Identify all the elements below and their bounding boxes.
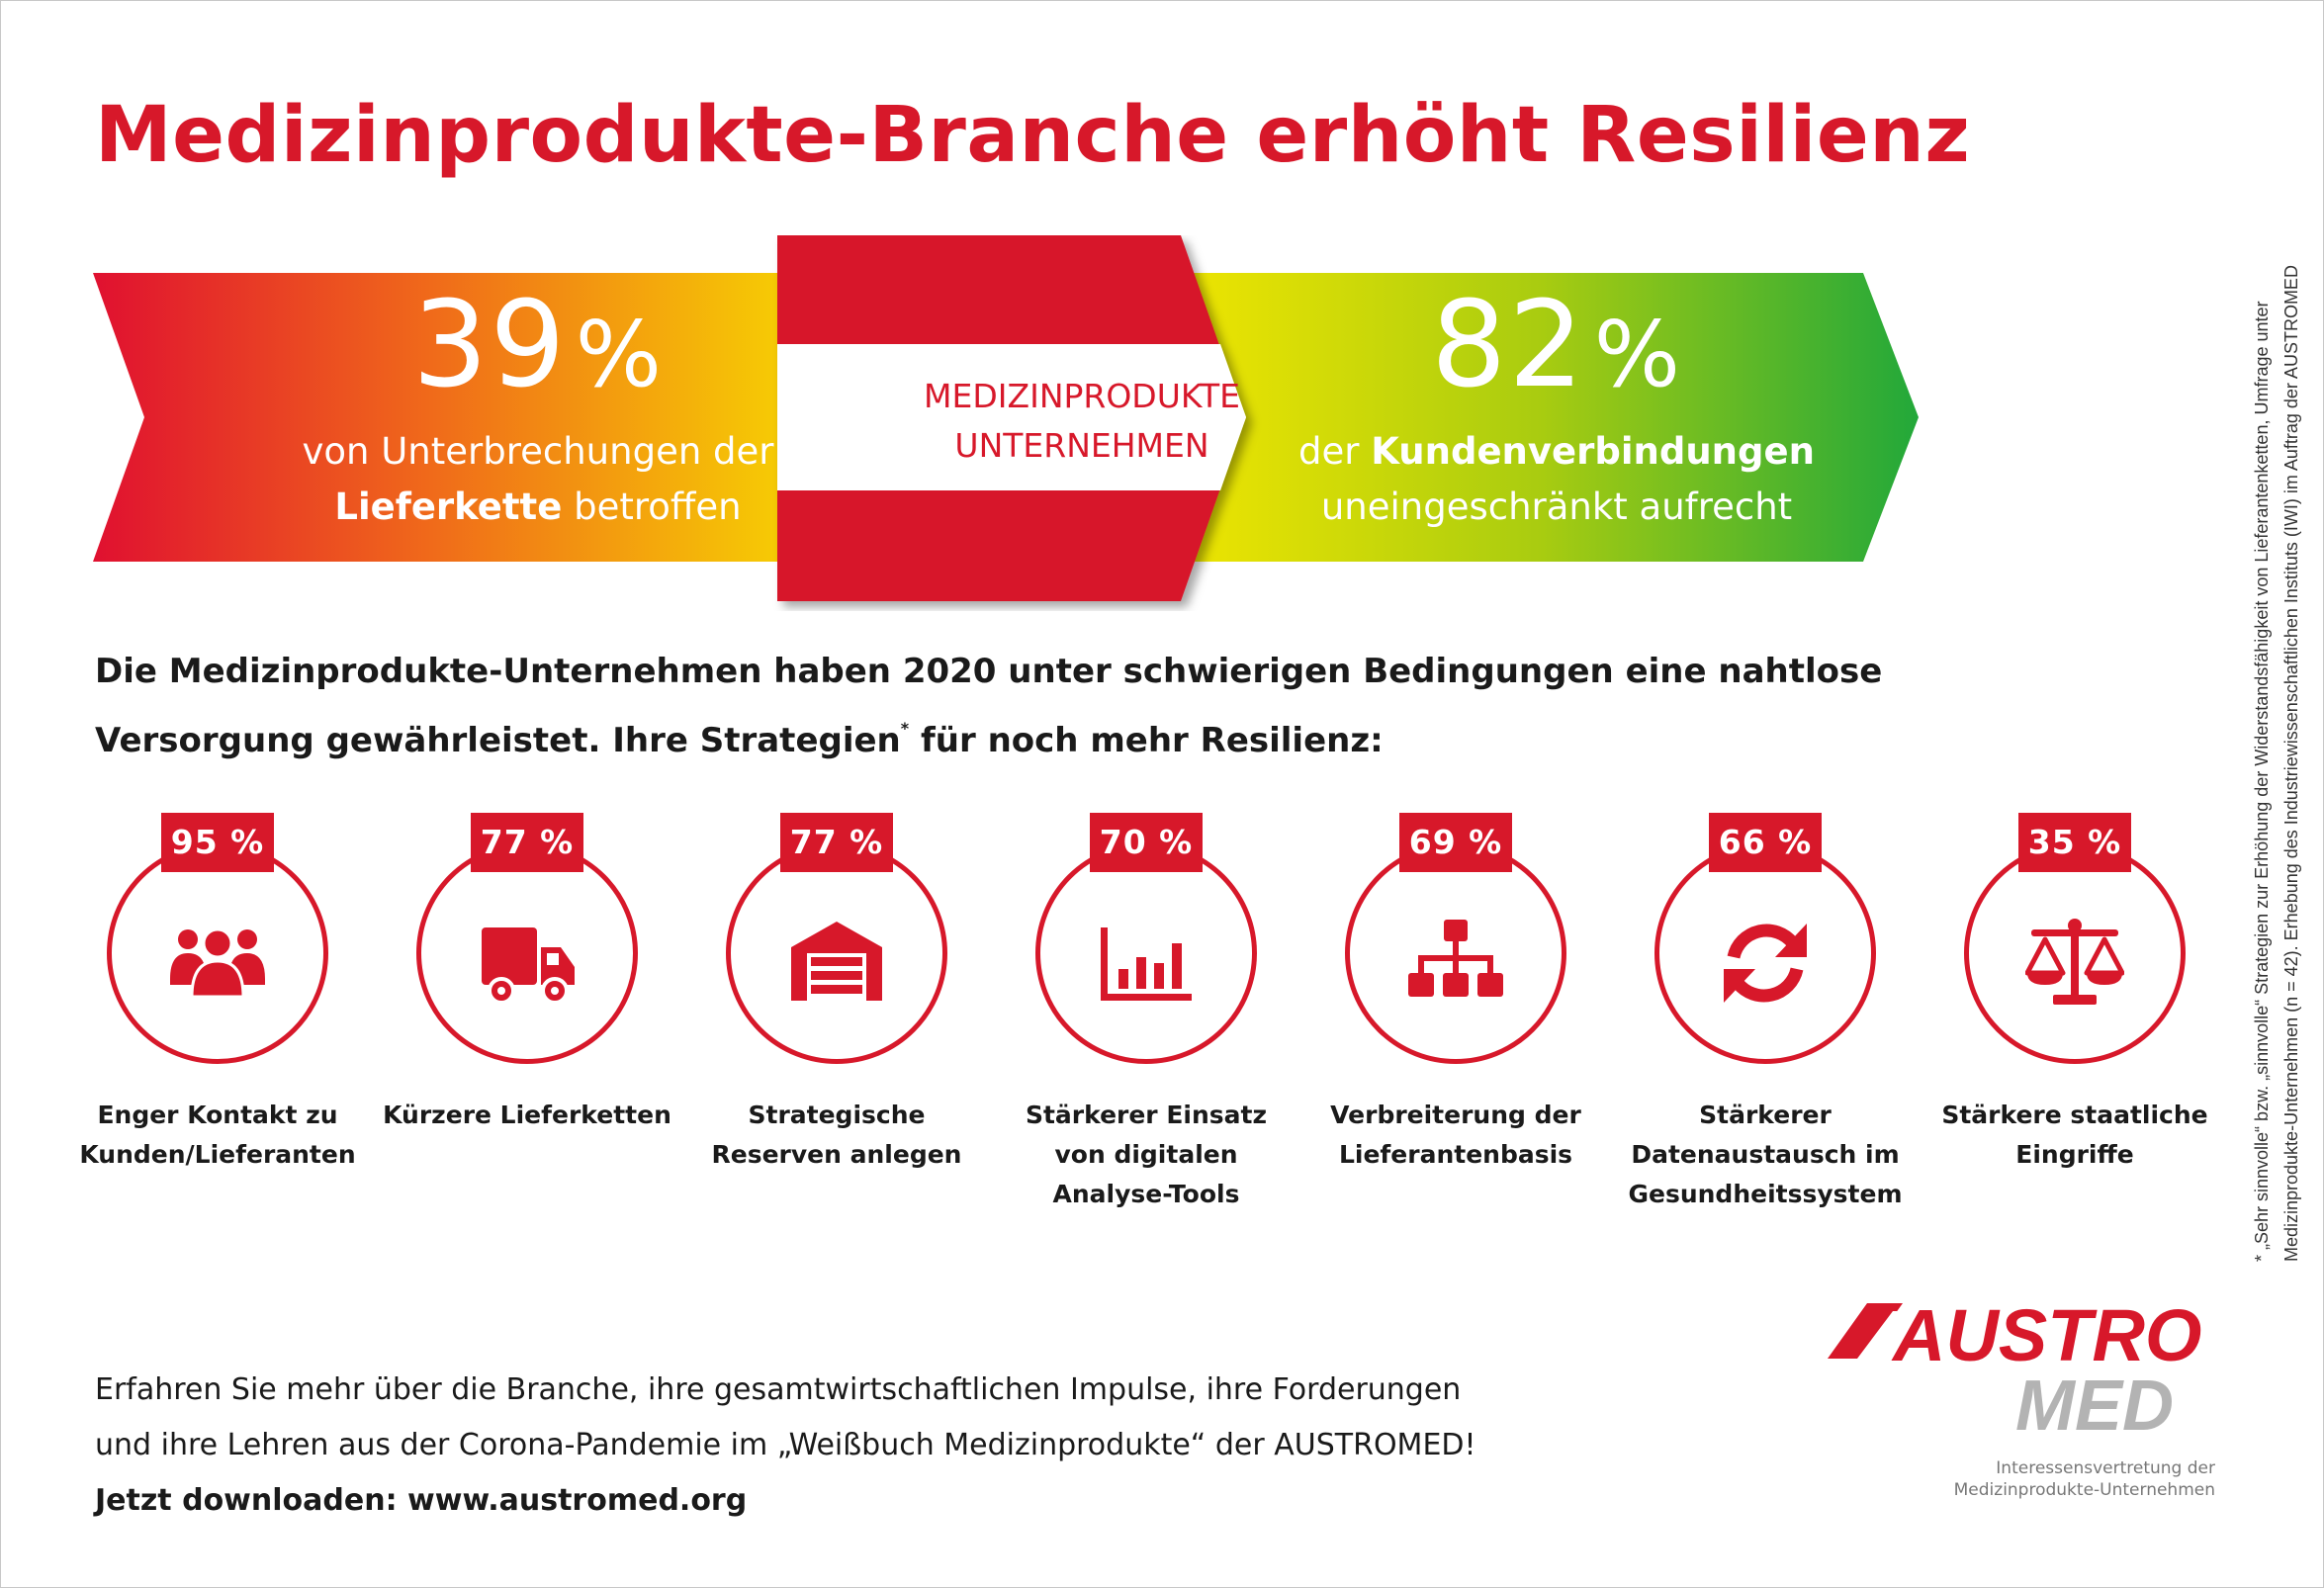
stat-number: 39 (411, 277, 568, 414)
stat-text-rest: betroffen (562, 485, 742, 528)
strategy-label: Strategische Reserven anlegen (711, 1101, 962, 1169)
intro-line-2: Versorgung gewährleistet. Ihre Strategie… (95, 700, 1882, 769)
page-title: Medizinprodukte-Branche erhöht Resilienz (95, 91, 1971, 180)
stat-text-bold: Kundenverbindungen (1371, 430, 1815, 473)
intro-text: Die Medizinprodukte-Unternehmen haben 20… (95, 643, 1882, 769)
center-flag-arrow (777, 235, 1246, 601)
center-label-line-2: UNTERNEHMEN (954, 426, 1209, 465)
strategy-percent-badge: 95 % (161, 813, 274, 872)
stat-text-line-1: der Kundenverbindungen (1230, 424, 1883, 480)
strategy-percent-badge: 77 % (780, 813, 893, 872)
stat-text-bold: Lieferkette (334, 485, 563, 528)
tagline-line-1: Interessensvertretung der (1996, 1458, 2215, 1478)
footnote: * „Sehr sinnvolle“ bzw. „sinnvolle“ Stra… (2247, 95, 2310, 1262)
intro-line-2-start: Versorgung gewährleistet. Ihre Strategie… (95, 721, 901, 760)
strategy-label: Verbreiterung der Lieferantenbasis (1330, 1101, 1581, 1169)
stat-text-line-1: von Unterbrechungen der (302, 430, 774, 473)
cta-line-2: und ihre Lehren aus der Corona-Pandemie … (95, 1428, 1476, 1462)
strategy-label: Enger Kontakt zu Kunden/Lieferanten (79, 1101, 356, 1169)
logo-word-med: MED (2015, 1367, 2174, 1446)
strategy-percent-badge: 77 % (471, 813, 583, 872)
banner-arrow-graphic (93, 235, 1919, 601)
cta-line-1: Erfahren Sie mehr über die Branche, ihre… (95, 1372, 1462, 1407)
strategy-label: Stärkerer Datenaustausch im Gesundheitss… (1628, 1101, 1903, 1208)
footnote-text: * „Sehr sinnvolle“ bzw. „sinnvolle“ Stra… (2247, 95, 2306, 1262)
footnote-line-1: * „Sehr sinnvolle“ bzw. „sinnvolle“ Stra… (2252, 301, 2272, 1262)
stat-supply-chain: 39% von Unterbrechungen der Lieferkette … (212, 277, 864, 535)
stat-text-line-2: Lieferkette betroffen (212, 480, 864, 535)
left-arrow (93, 273, 845, 562)
cta-line-3: Jetzt downloaden: www.austromed.org (95, 1473, 1476, 1529)
truck-icon (482, 927, 575, 1005)
sitemap-icon (1408, 920, 1503, 997)
strategy-percent-badge: 70 % (1090, 813, 1203, 872)
center-label: MEDIZINPRODUKTE UNTERNEHMEN (845, 372, 1319, 471)
stat-value: 82% (1230, 277, 1883, 424)
footnote-line-2: Medizinprodukte-Unternehmen (n = 42). Er… (2281, 265, 2301, 1262)
footnote-marker: * (900, 719, 910, 738)
austromed-logo: AUSTRO MED (1828, 1295, 2201, 1446)
download-link-text[interactable]: Jetzt downloaden: www.austromed.org (95, 1483, 748, 1518)
tagline-line-2: Medizinprodukte-Unternehmen (1953, 1480, 2215, 1500)
stat-text-line-2: uneingeschränkt aufrecht (1320, 485, 1793, 528)
logo-tagline: Interessensvertretung der Medizinprodukt… (1879, 1457, 2215, 1501)
strategy-ring (1035, 842, 1257, 1064)
strategy-percent-badge: 69 % (1399, 813, 1512, 872)
stat-percent-sign: % (1593, 302, 1683, 407)
strategy-percent-badge: 66 % (1709, 813, 1822, 872)
strategy-label: Stärkerer Einsatz von digitalen Analyse-… (1025, 1101, 1268, 1208)
scale-icon (2025, 919, 2124, 1005)
stats-banner: 39% von Unterbrechungen der Lieferkette … (93, 235, 1922, 611)
sync-icon (1724, 924, 1807, 1003)
bar-chart-icon (1101, 927, 1192, 1001)
stat-number: 82 (1430, 277, 1586, 414)
users-icon (170, 927, 265, 999)
stat-value: 39% (212, 277, 864, 424)
center-label-line-1: MEDIZINPRODUKTE (924, 377, 1240, 415)
stat-text-pre: der (1298, 430, 1372, 473)
strategy-percent-badge: 35 % (2018, 813, 2131, 872)
stat-percent-sign: % (575, 302, 665, 407)
intro-line-2-end: für noch mehr Resilienz: (909, 721, 1384, 760)
intro-line-1: Die Medizinprodukte-Unternehmen haben 20… (95, 652, 1883, 691)
warehouse-icon (791, 922, 882, 1001)
strategy-label: Stärkere staatliche Eingriffe (1941, 1101, 2208, 1169)
logo-word-austro: AUSTRO (1891, 1295, 2201, 1376)
strategy-ring (1654, 842, 1876, 1064)
right-arrow (1161, 273, 1919, 562)
strategy-label: Kürzere Lieferketten (383, 1101, 671, 1129)
stat-customer-connections: 82% der Kundenverbindungen uneingeschrän… (1230, 277, 1883, 535)
call-to-action: Erfahren Sie mehr über die Branche, ihre… (95, 1363, 1476, 1529)
